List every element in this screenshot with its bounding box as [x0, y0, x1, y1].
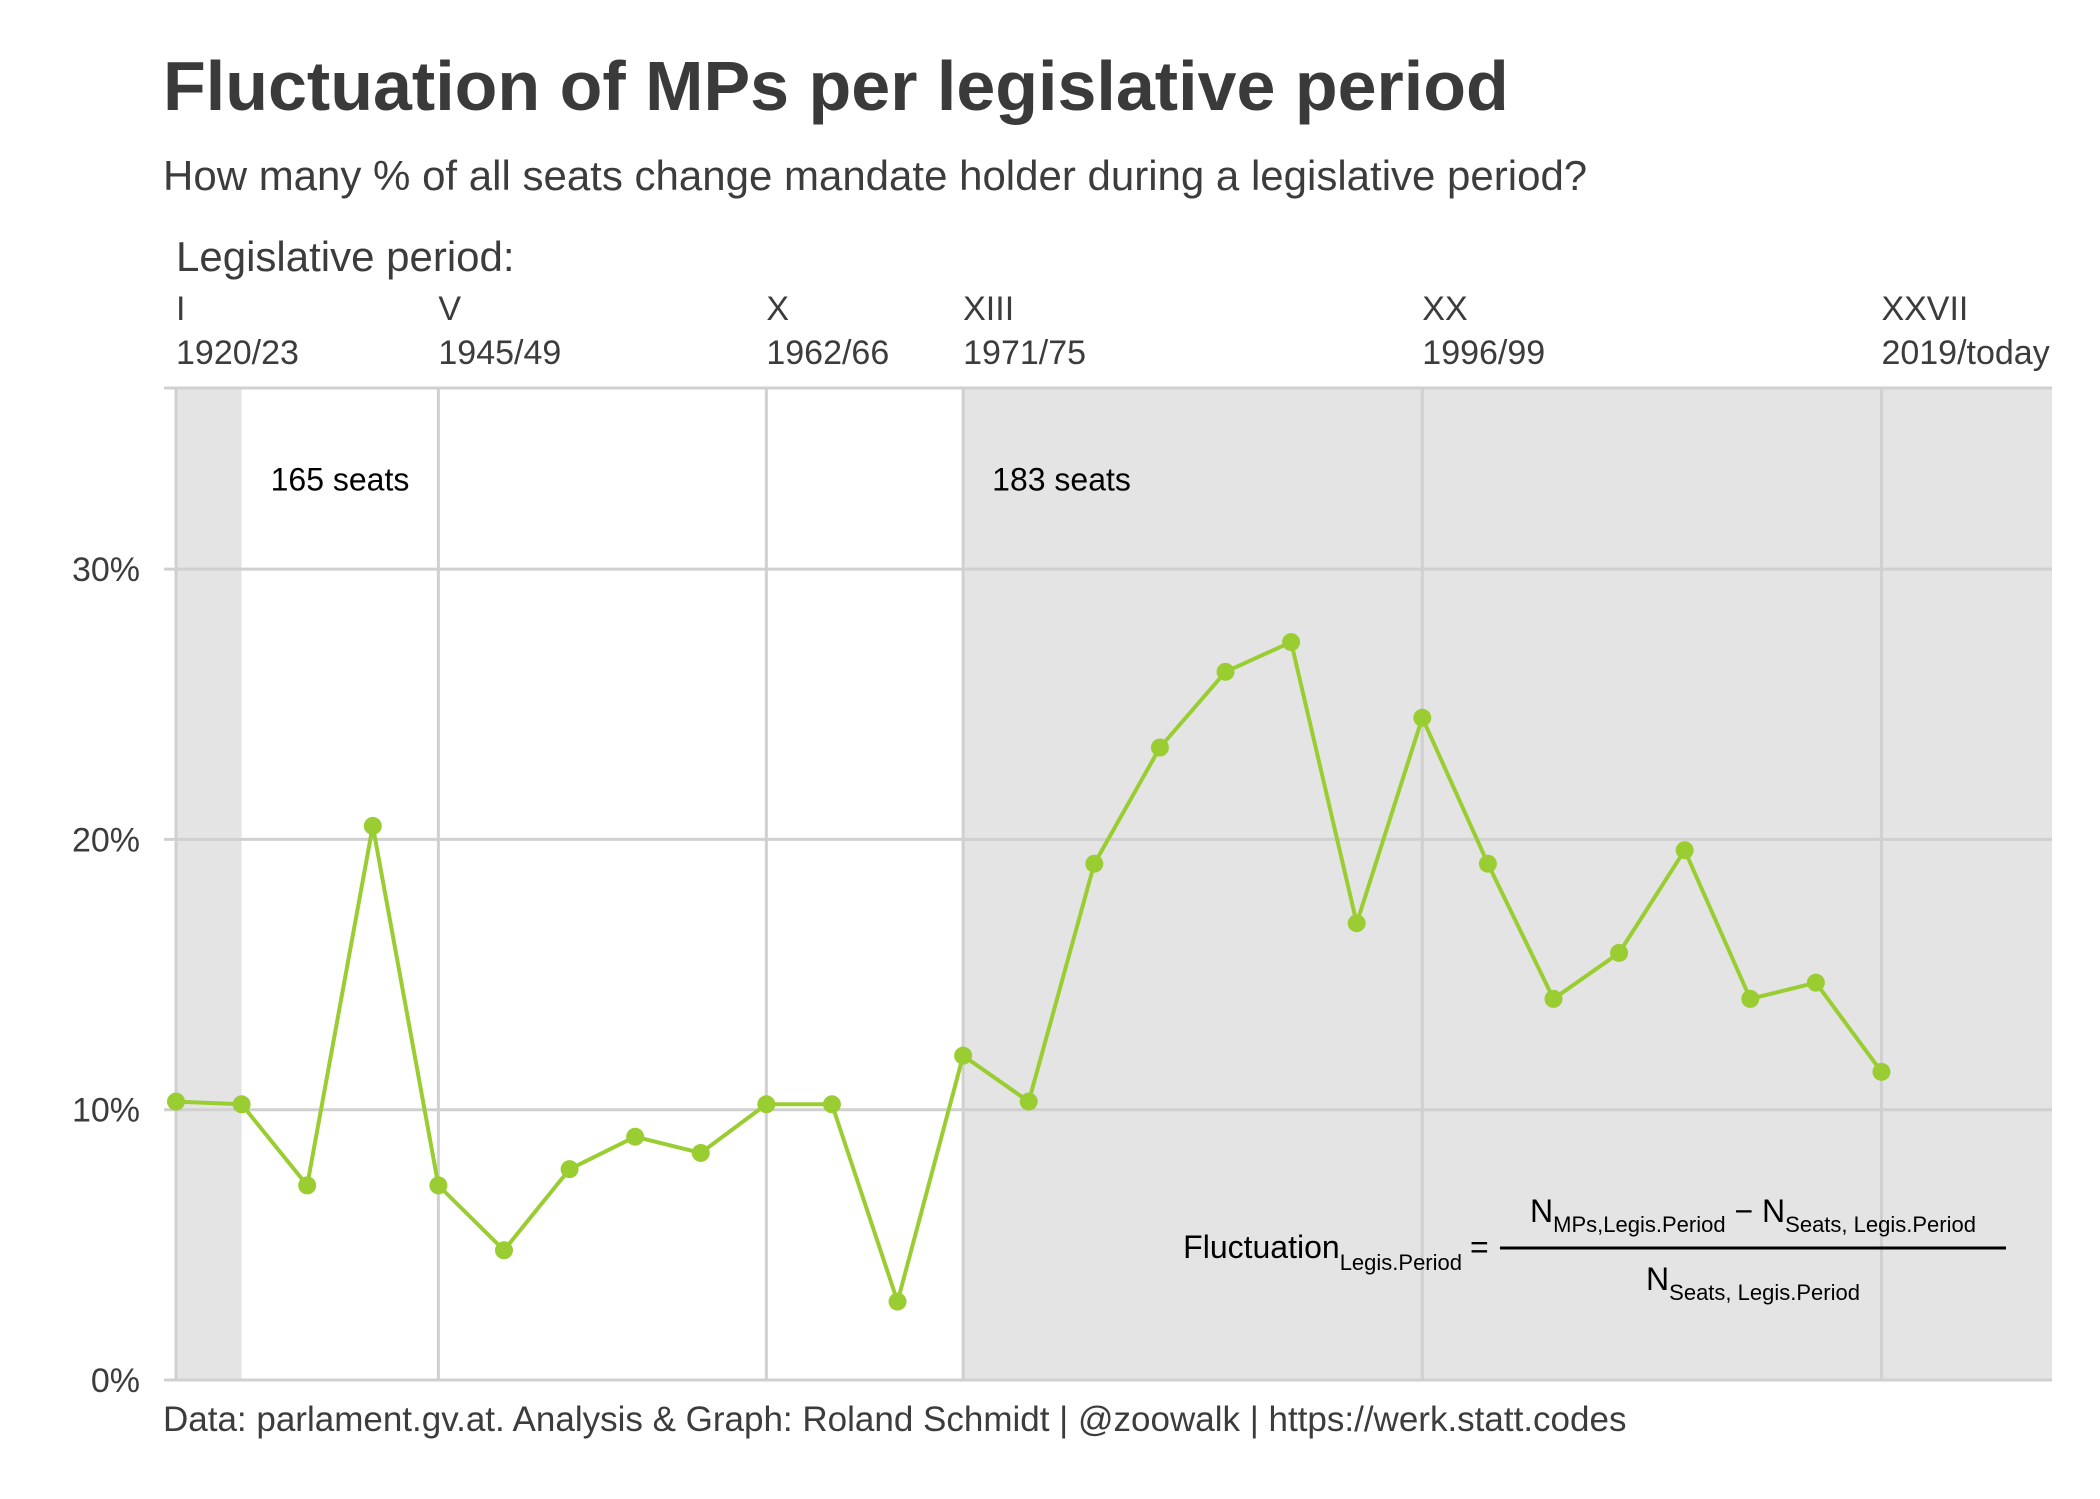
data-point	[1675, 841, 1694, 860]
data-point	[167, 1092, 185, 1111]
y-tick-label: 0%	[91, 1362, 140, 1400]
formula-equals: =	[1470, 1229, 1489, 1265]
formula-lhs: FluctuationLegis.Period	[1183, 1229, 1462, 1275]
top-tick-roman: XXVII	[1881, 290, 1968, 328]
data-point	[1085, 854, 1104, 873]
formula-num-b: N	[1762, 1193, 1785, 1229]
top-tick-years: 1971/75	[963, 334, 1086, 372]
data-point	[1150, 738, 1169, 757]
formula-den: N	[1646, 1261, 1669, 1297]
data-point	[560, 1160, 579, 1179]
y-tick-label: 20%	[72, 821, 140, 859]
formula-annotation: FluctuationLegis.Period = NMPs,Legis.Per…	[1183, 1193, 2006, 1305]
top-tick-years: 1945/49	[438, 334, 561, 372]
annotations: 165 seats 183 seats	[271, 462, 1131, 498]
chart-caption: Data: parlament.gv.at. Analysis & Graph:…	[163, 1400, 1627, 1439]
formula-numerator: NMPs,Legis.Period − NSeats, Legis.Period	[1530, 1193, 1976, 1237]
data-point	[822, 1095, 841, 1114]
data-point	[757, 1095, 776, 1114]
data-point	[1347, 914, 1366, 933]
shaded-region-2	[963, 388, 2053, 1380]
top-tick-roman: XX	[1422, 290, 1467, 328]
data-point	[232, 1095, 251, 1114]
top-axis-title: Legislative period:	[176, 233, 515, 280]
data-point	[1282, 633, 1301, 652]
data-point	[1019, 1092, 1038, 1111]
data-point	[888, 1292, 907, 1311]
data-point	[494, 1241, 513, 1260]
data-point	[954, 1046, 973, 1065]
top-tick-roman: I	[176, 290, 185, 328]
data-point	[1478, 854, 1497, 873]
data-point	[429, 1176, 448, 1195]
formula-space	[1753, 1193, 1762, 1229]
data-point	[1610, 943, 1629, 962]
formula-num-b-sub: Seats, Legis.Period	[1785, 1212, 1976, 1237]
formula-num-a: N	[1530, 1193, 1553, 1229]
formula-num-a-sub: MPs,Legis.Period	[1553, 1212, 1725, 1237]
formula-lhs-sub: Legis.Period	[1340, 1250, 1462, 1275]
data-point	[363, 816, 382, 835]
data-point	[1806, 973, 1825, 992]
shaded-regions	[176, 388, 2053, 1380]
data-point	[1216, 662, 1235, 681]
chart-title: Fluctuation of MPs per legislative perio…	[163, 47, 1509, 125]
data-point	[626, 1127, 645, 1146]
formula-denominator: NSeats, Legis.Period	[1646, 1261, 1860, 1305]
formula-minus	[1726, 1193, 1735, 1229]
data-points	[167, 633, 1891, 1311]
top-tick-years: 2019/today	[1881, 334, 2049, 372]
data-point	[1872, 1062, 1891, 1081]
formula-lhs-main: Fluctuation	[1183, 1229, 1340, 1265]
grid-lines	[164, 386, 2052, 1382]
top-tick-roman: XIII	[963, 290, 1014, 328]
top-tick-years: 1920/23	[176, 334, 299, 372]
y-axis-ticks: 0% 10% 20% 30%	[72, 551, 140, 1400]
formula-minus-sign: −	[1734, 1193, 1753, 1229]
top-tick-roman: V	[438, 290, 461, 328]
top-tick-years: 1996/99	[1422, 334, 1545, 372]
data-point	[691, 1143, 710, 1162]
top-axis-ticks: I 1920/23 V 1945/49 X 1962/66 XIII 1971/75 XX 199…	[176, 290, 2050, 372]
seats-annotation: 183 seats	[992, 462, 1131, 498]
top-tick-roman: X	[766, 290, 789, 328]
formula-den-sub: Seats, Legis.Period	[1669, 1280, 1860, 1305]
chart-subtitle: How many % of all seats change mandate h…	[163, 152, 1588, 199]
data-point	[1741, 989, 1760, 1008]
data-point	[298, 1176, 317, 1195]
shaded-region-1	[176, 388, 242, 1380]
seats-annotation: 165 seats	[271, 462, 410, 498]
data-point	[1413, 708, 1432, 727]
y-tick-label: 30%	[72, 551, 140, 589]
y-tick-label: 10%	[72, 1092, 140, 1130]
top-tick-years: 1962/66	[766, 334, 889, 372]
data-point	[1544, 989, 1563, 1008]
